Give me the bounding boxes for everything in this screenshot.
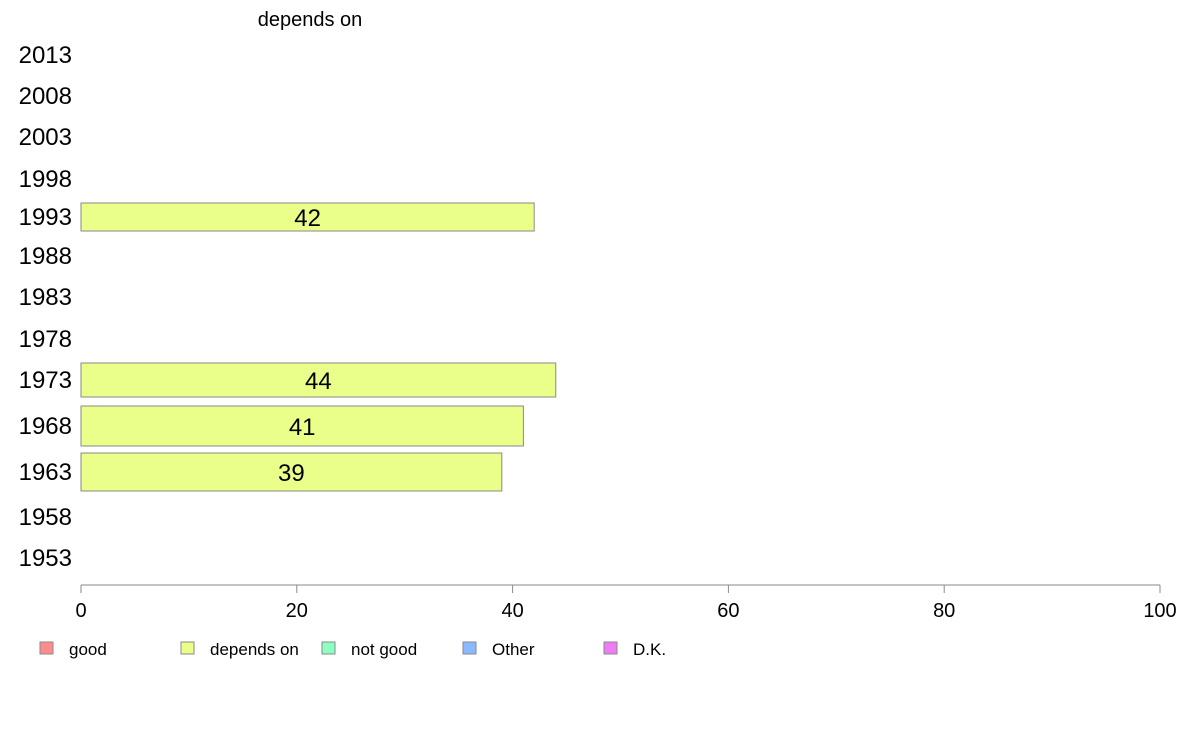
- y-tick-label-1963: 1963: [19, 459, 72, 486]
- legend-label-not-good: not good: [351, 640, 417, 659]
- bar-value-label-1968: 41: [289, 414, 316, 441]
- y-tick-label-1973: 1973: [19, 367, 72, 394]
- legend-swatch-other: [462, 641, 477, 655]
- chart-title: depends on: [258, 9, 363, 31]
- legend-label-d-k: D.K.: [633, 640, 666, 659]
- y-tick-label-2008: 2008: [19, 83, 72, 110]
- bar-value-label-1973: 44: [305, 368, 332, 395]
- bar-1993: [80, 202, 535, 232]
- y-tick-label-1958: 1958: [19, 504, 72, 531]
- bar-1963: [80, 452, 503, 492]
- x-tick-label-0: 0: [75, 600, 86, 622]
- x-tick-label-20: 20: [286, 600, 308, 622]
- legend-label-other: Other: [492, 640, 535, 659]
- x-tick-label-80: 80: [933, 600, 955, 622]
- x-tick-label-40: 40: [501, 600, 523, 622]
- y-tick-label-1993: 1993: [19, 204, 72, 231]
- x-tick-label-60: 60: [717, 600, 739, 622]
- y-tick-label-1988: 1988: [19, 243, 72, 270]
- y-tick-label-1983: 1983: [19, 284, 72, 311]
- y-tick-label-1998: 1998: [19, 166, 72, 193]
- bar-value-label-1993: 42: [294, 205, 321, 232]
- bar-1973: [80, 362, 557, 398]
- x-tick-label-100: 100: [1143, 600, 1176, 622]
- y-tick-label-1953: 1953: [19, 545, 72, 572]
- legend-label-depends-on: depends on: [210, 640, 299, 659]
- y-tick-label-2003: 2003: [19, 124, 72, 151]
- y-tick-label-2013: 2013: [19, 42, 72, 69]
- legend-swatch-depends-on: [180, 641, 195, 655]
- bar-value-label-1963: 39: [278, 460, 305, 487]
- legend-swatch-d-k: [603, 641, 618, 655]
- legend-swatch-good: [39, 641, 54, 655]
- y-tick-label-1968: 1968: [19, 413, 72, 440]
- bar-1968: [80, 405, 524, 447]
- legend-label-good: good: [69, 640, 107, 659]
- legend-swatch-not-good: [321, 641, 336, 655]
- y-tick-label-1978: 1978: [19, 326, 72, 353]
